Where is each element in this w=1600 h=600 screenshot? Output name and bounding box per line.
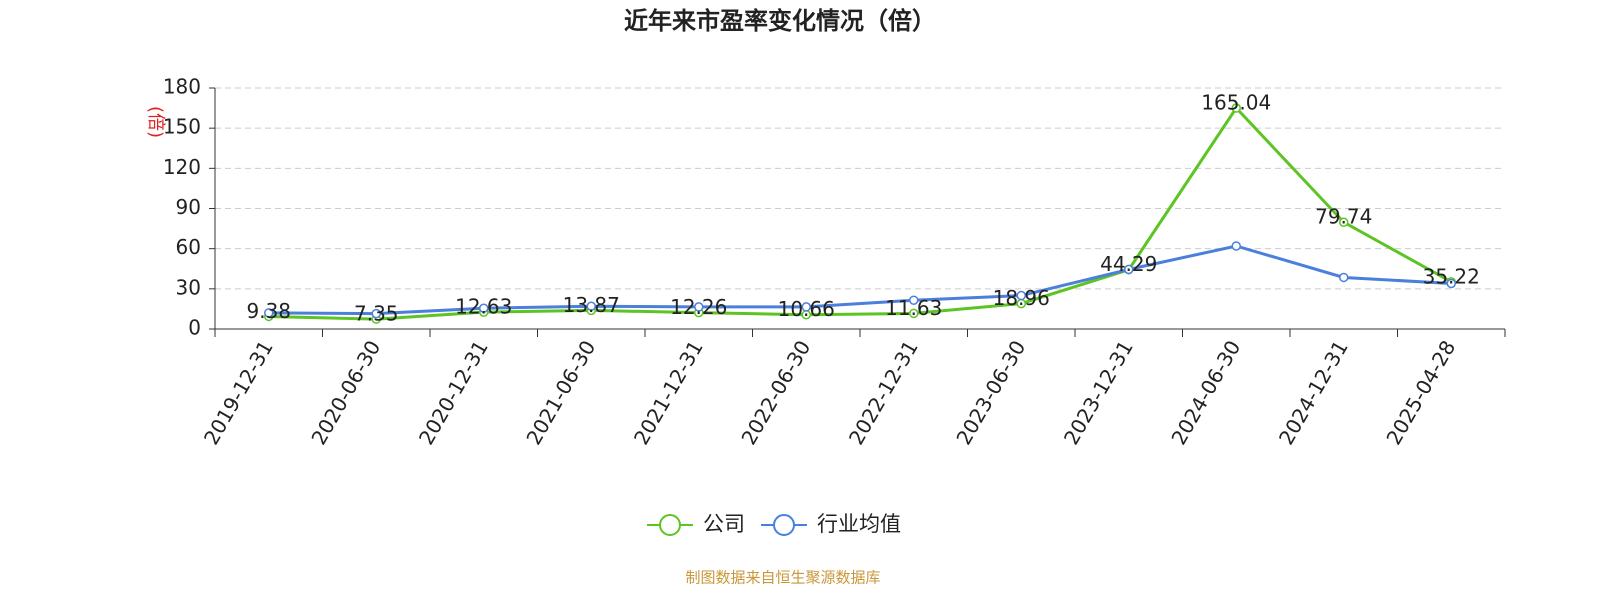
x-tick-label: 2023-06-30 xyxy=(951,336,1030,449)
series-point xyxy=(1339,217,1349,227)
source-note: 制图数据来自恒生聚源数据库 xyxy=(685,569,880,587)
series-point xyxy=(371,308,381,319)
data-label: 7.35 xyxy=(354,302,399,326)
series-point xyxy=(801,302,811,312)
series-point xyxy=(264,308,274,318)
x-tick-label: 2023-12-31 xyxy=(1059,336,1138,449)
data-label: 18.96 xyxy=(993,286,1050,310)
y-tick-label: 30 xyxy=(176,275,201,299)
x-tick-label: 2020-12-31 xyxy=(414,336,493,449)
data-label: 44.29 xyxy=(1100,252,1157,276)
series-point xyxy=(909,295,919,305)
series-point xyxy=(694,302,704,312)
data-label: 165.04 xyxy=(1201,91,1271,115)
series-point xyxy=(1446,278,1456,289)
series-line xyxy=(268,105,1452,321)
x-tick-label: 2019-12-31 xyxy=(199,336,278,449)
series-point xyxy=(1124,264,1134,275)
legend-marker xyxy=(773,514,795,536)
y-tick-label: 120 xyxy=(163,155,201,179)
series-point xyxy=(909,308,919,319)
series-point xyxy=(1339,272,1349,283)
data-label: 79.74 xyxy=(1315,205,1372,229)
x-tick-label: 2021-06-30 xyxy=(521,336,600,449)
series-point xyxy=(1231,241,1241,251)
data-label: 35.22 xyxy=(1423,264,1480,288)
data-label: 12.63 xyxy=(455,295,512,319)
y-tick-label: 180 xyxy=(163,75,201,99)
x-tick-label: 2020-06-30 xyxy=(306,336,385,449)
x-tick-label: 2024-06-30 xyxy=(1166,336,1245,449)
legend-label: 行业均值 xyxy=(817,512,901,536)
y-tick-label: 0 xyxy=(188,316,201,340)
chart-title: 近年来市盈率变化情况（倍） xyxy=(624,7,936,35)
y-tick-label: 90 xyxy=(176,195,201,219)
legend-marker xyxy=(659,514,681,536)
data-label: 13.87 xyxy=(563,293,620,317)
series-line xyxy=(268,244,1452,316)
series-point xyxy=(1231,103,1241,113)
x-tick-label: 2022-12-31 xyxy=(844,336,923,449)
data-label: 9.38 xyxy=(246,299,291,323)
data-label: 11.63 xyxy=(885,296,942,320)
data-label: 12.26 xyxy=(670,295,727,319)
series-point xyxy=(586,301,596,311)
y-axis-label: (倍) xyxy=(145,106,166,138)
x-tick-label: 2025-04-28 xyxy=(1381,336,1460,449)
y-tick-label: 60 xyxy=(176,235,201,259)
series-point xyxy=(479,303,489,313)
legend-label: 公司 xyxy=(703,512,745,536)
x-tick-label: 2024-12-31 xyxy=(1274,336,1353,449)
x-tick-label: 2021-12-31 xyxy=(629,336,708,449)
data-label: 10.66 xyxy=(778,297,835,321)
series-point xyxy=(1016,290,1026,301)
x-tick-label: 2022-06-30 xyxy=(736,336,815,449)
y-tick-label: 150 xyxy=(163,115,201,139)
